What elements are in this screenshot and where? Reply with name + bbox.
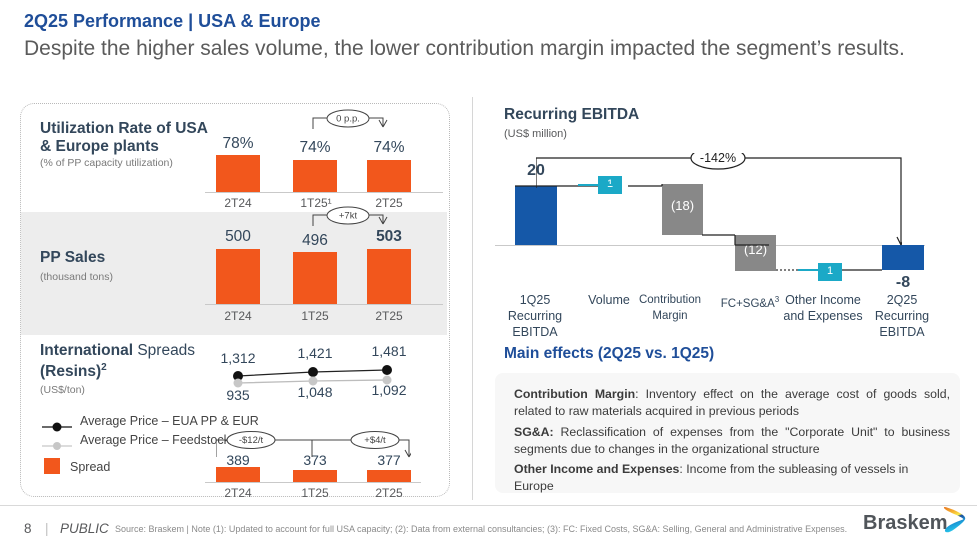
svg-text:-$12/t: -$12/t <box>239 435 264 446</box>
svg-text:0 p.p.: 0 p.p. <box>336 114 360 125</box>
svg-text:+$4/t: +$4/t <box>364 435 386 446</box>
svg-text:+7kt: +7kt <box>339 211 358 222</box>
svg-text:-142%: -142% <box>700 153 736 165</box>
